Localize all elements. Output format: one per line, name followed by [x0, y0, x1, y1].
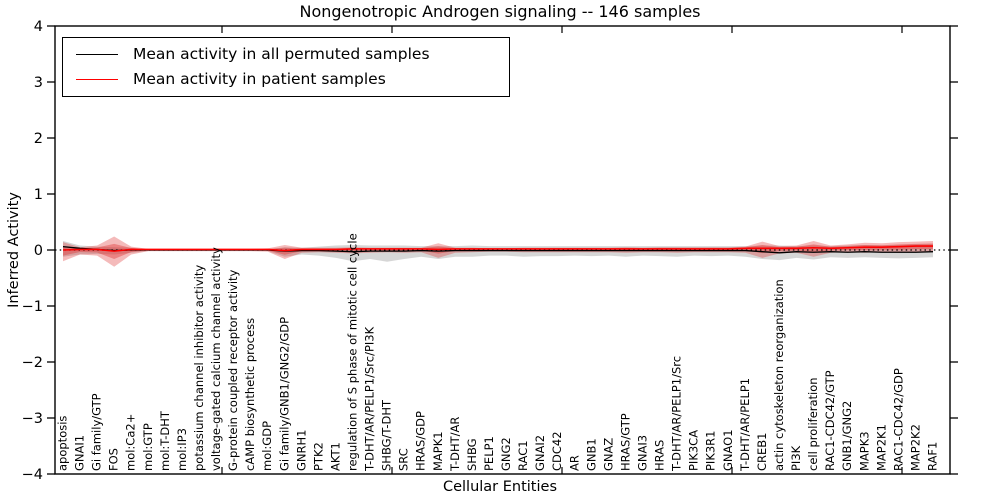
y-tick-label: 2 — [34, 131, 43, 147]
x-category-label: RAC1-CDC42/GTP — [823, 370, 837, 471]
legend: Mean activity in all permuted samples Me… — [62, 37, 510, 97]
y-tick-label: 1 — [34, 187, 43, 203]
y-tick-label: 0 — [34, 243, 43, 259]
legend-entry-patient: Mean activity in patient samples — [63, 69, 509, 88]
x-category-label: PIK3CA — [687, 430, 701, 471]
x-axis-title: Cellular Entities — [442, 479, 558, 495]
x-category-label: voltage-gated calcium channel activity — [209, 247, 223, 471]
x-category-label: PTK2 — [311, 442, 325, 471]
x-category-label: mol:IP3 — [175, 428, 189, 471]
x-category-label: SHBG/T-DHT — [380, 399, 394, 471]
x-category-label: MAPK3 — [857, 431, 871, 471]
x-category-label: T-DHT/AR — [448, 417, 462, 472]
x-category-label: GNRH1 — [294, 430, 308, 471]
legend-label-patient: Mean activity in patient samples — [133, 69, 386, 88]
x-category-label: CREB1 — [755, 433, 769, 472]
x-category-label: T-DHT/AR/PELP1/Src — [670, 356, 684, 472]
x-category-label: AR — [567, 455, 581, 471]
x-category-label: GNB1/GNG2 — [840, 401, 854, 471]
x-category-label: PELP1 — [482, 436, 496, 471]
x-category-label: actin cytoskeleton reorganization — [772, 279, 786, 471]
x-category-label: Gi family/GTP — [90, 393, 104, 471]
x-category-label: GNAI2 — [533, 435, 547, 471]
x-category-label: mol:GDP — [260, 421, 274, 471]
x-category-label: HRAS/GTP — [618, 413, 632, 471]
x-category-label: G-protein coupled receptor activity — [226, 269, 240, 471]
x-category-label: PIK3R1 — [704, 431, 718, 472]
y-tick-label: 3 — [34, 75, 43, 91]
x-category-label: GNAI3 — [636, 435, 650, 471]
x-category-label: SRC — [397, 448, 411, 471]
x-category-label: GNG2 — [499, 437, 513, 471]
x-category-label: RAF1 — [926, 442, 940, 471]
x-category-label: mol:Ca2+ — [124, 414, 138, 471]
y-tick-label: −2 — [22, 355, 43, 371]
x-category-label: mol:T-DHT — [158, 410, 172, 471]
x-category-label: CDC42 — [550, 431, 564, 471]
x-category-label: PI3K — [789, 445, 803, 471]
x-category-label: cell proliferation — [806, 377, 820, 471]
x-category-label: RAC1-CDC42/GDP — [891, 368, 905, 471]
permuted-line-sample-icon — [76, 54, 118, 56]
x-category-label: HRAS/GDP — [414, 411, 428, 471]
y-tick-label: 4 — [34, 19, 43, 35]
y-tick-label: −3 — [22, 411, 43, 427]
x-category-label: GNB1 — [584, 438, 598, 471]
x-category-label: MAPK1 — [431, 431, 445, 471]
x-category-label: Gi family/GNB1/GNG2/GDP — [277, 317, 291, 471]
chart-title: Nongenotropic Androgen signaling -- 146 … — [299, 2, 701, 21]
x-category-label: FOS — [107, 448, 121, 471]
x-category-label: MAP2K2 — [908, 424, 922, 471]
x-category-label: T-DHT/AR/PELP1/Src/PI3K — [363, 326, 377, 472]
x-category-label: SHBG — [465, 438, 479, 471]
patient-line-sample-icon — [76, 78, 118, 80]
x-category-label: potassium channel inhibitor activity — [192, 265, 206, 471]
y-tick-label: −1 — [22, 299, 43, 315]
legend-entry-permuted: Mean activity in all permuted samples — [63, 45, 509, 63]
x-category-label: apoptosis — [56, 416, 70, 471]
x-category-label: MAP2K1 — [874, 424, 888, 471]
x-category-label: GNAZ — [601, 438, 615, 471]
x-category-label: HRAS — [653, 440, 667, 471]
x-category-label: GNAI1 — [73, 435, 87, 471]
x-category-label: regulation of S phase of mitotic cell cy… — [346, 233, 360, 471]
x-category-label: RAC1 — [516, 440, 530, 471]
x-category-label: GNAO1 — [721, 429, 735, 471]
y-tick-label: −4 — [22, 467, 43, 483]
x-category-label: AKT1 — [328, 442, 342, 471]
x-category-label: cAMP biosynthetic process — [243, 318, 257, 471]
x-category-label: mol:GTP — [141, 423, 155, 471]
x-category-label: T-DHT/AR/PELP1 — [738, 378, 752, 472]
legend-label-permuted: Mean activity in all permuted samples — [133, 45, 430, 63]
